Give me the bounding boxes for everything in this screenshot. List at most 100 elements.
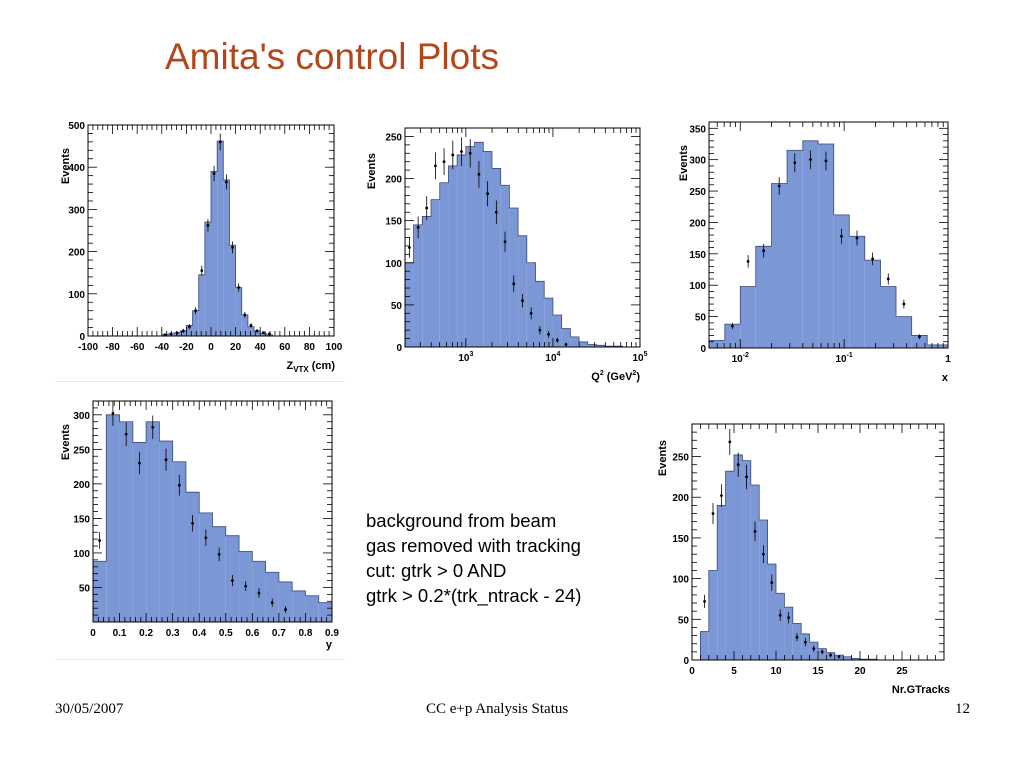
data-point xyxy=(425,206,429,210)
footer-date: 30/05/2007 xyxy=(55,701,124,717)
footer-page-number: 12 xyxy=(955,701,970,717)
x-tick-label: 103 xyxy=(458,351,473,364)
histogram-bar xyxy=(483,151,492,347)
ntracks-histogram: 0 50 100 150 200 250 0 5 10 15 20 25 Events Nr.GTrack… xyxy=(657,423,950,696)
data-point xyxy=(451,153,455,157)
x-axis-label-main: Q xyxy=(591,371,600,383)
y-tick-label: 300 xyxy=(68,205,85,216)
data-point xyxy=(837,655,841,659)
y-tick-label: 250 xyxy=(689,187,706,198)
x-axis-label-unit-end: ) xyxy=(636,371,640,383)
x-tick-label: 1 xyxy=(945,354,951,365)
x-axis-label-unit: (GeV xyxy=(607,371,633,383)
data-point xyxy=(703,600,706,603)
y-tick-label: 200 xyxy=(385,175,402,186)
y-tick-label: 0 xyxy=(396,343,402,354)
data-point xyxy=(503,240,507,244)
y-tick-label: 150 xyxy=(672,534,689,545)
data-point xyxy=(151,425,155,429)
histogram-outline xyxy=(404,141,640,348)
x-tick-label: 0 xyxy=(90,628,96,639)
histogram-bar xyxy=(192,310,199,336)
data-point xyxy=(270,601,274,605)
y-axis-label: Events xyxy=(678,145,690,181)
data-point xyxy=(820,650,824,654)
y-tick-label: 0 xyxy=(683,656,689,667)
x-tick-label: 0.4 xyxy=(192,628,206,639)
histogram-bar xyxy=(740,286,756,348)
data-point xyxy=(494,210,498,214)
x-tick-base: 10 xyxy=(835,354,847,365)
y-tick-label: 50 xyxy=(391,301,403,312)
histogram-bar xyxy=(787,150,803,348)
data-point xyxy=(243,313,247,317)
data-point xyxy=(231,245,234,249)
histogram-bar xyxy=(579,341,588,347)
histogram-bar xyxy=(292,590,306,622)
note-line: gas removed with tracking xyxy=(366,535,581,556)
data-point xyxy=(442,160,446,164)
histogram-bar xyxy=(278,581,293,622)
histogram-bar xyxy=(132,442,147,622)
y-tick-label: 0 xyxy=(79,332,85,343)
note-text: background from beam gas removed with tr… xyxy=(366,508,581,608)
x-tick-label: -40 xyxy=(155,342,170,353)
data-point xyxy=(840,234,843,238)
data-point xyxy=(181,329,185,333)
histogram-outline xyxy=(92,414,333,622)
y-tick-label: 500 xyxy=(68,121,85,132)
histogram-bar xyxy=(180,330,187,336)
histogram-bar xyxy=(849,236,865,348)
histogram-bar xyxy=(119,421,133,622)
data-point xyxy=(284,608,287,611)
data-point xyxy=(408,246,411,250)
histogram-bar xyxy=(500,185,510,347)
data-point xyxy=(728,440,732,444)
ntracks-plot: 0 50 100 150 200 250 0 5 10 15 20 25 Events Nr.GTrack… xyxy=(652,412,957,702)
histogram-bar xyxy=(448,165,458,347)
y-tick-label: 50 xyxy=(79,583,91,594)
data-point xyxy=(555,338,559,342)
data-point xyxy=(793,161,797,165)
histogram-bar xyxy=(260,333,267,336)
data-point xyxy=(124,432,128,436)
histogram-bar xyxy=(254,330,261,336)
x-axis-label-main: x xyxy=(942,372,949,384)
y-axis-label: Events xyxy=(60,424,72,460)
histogram-bar xyxy=(708,570,718,660)
histogram-bar xyxy=(833,214,850,348)
slide-title: Amita's control Plots xyxy=(165,36,500,77)
data-point xyxy=(855,236,859,240)
data-point xyxy=(111,412,115,415)
histogram-bar xyxy=(93,561,107,622)
footer-title: CC e+p Analysis Status xyxy=(426,701,569,717)
data-point xyxy=(824,159,828,163)
histogram-bar xyxy=(552,314,562,347)
histogram-bar xyxy=(802,140,819,348)
y-tick-label: 100 xyxy=(385,259,402,270)
histogram-bar xyxy=(212,526,226,622)
histogram-bar xyxy=(896,316,912,348)
histogram-bar xyxy=(771,183,788,348)
histogram-bar xyxy=(186,325,193,336)
data-point xyxy=(886,277,890,281)
plot-divider xyxy=(55,381,345,382)
x-tick-label: 0.6 xyxy=(245,628,259,639)
data-point xyxy=(163,333,167,337)
histogram-bar xyxy=(742,460,751,660)
x-tick-base: 10 xyxy=(458,353,470,364)
x-tick-label: 0.5 xyxy=(219,628,233,639)
histogram-bar xyxy=(725,471,734,660)
data-point xyxy=(231,579,234,582)
x-tick-exponent: -2 xyxy=(743,352,749,359)
y-tick-label: 100 xyxy=(68,290,85,301)
x-tick-label: 105 xyxy=(632,351,647,364)
x-axis-label-main: Z xyxy=(286,360,293,372)
y-tick-label: 150 xyxy=(385,217,402,228)
histogram-outline xyxy=(161,140,273,336)
data-point xyxy=(512,282,516,286)
note-line: background from beam xyxy=(366,510,557,531)
histogram-bar xyxy=(491,168,501,347)
